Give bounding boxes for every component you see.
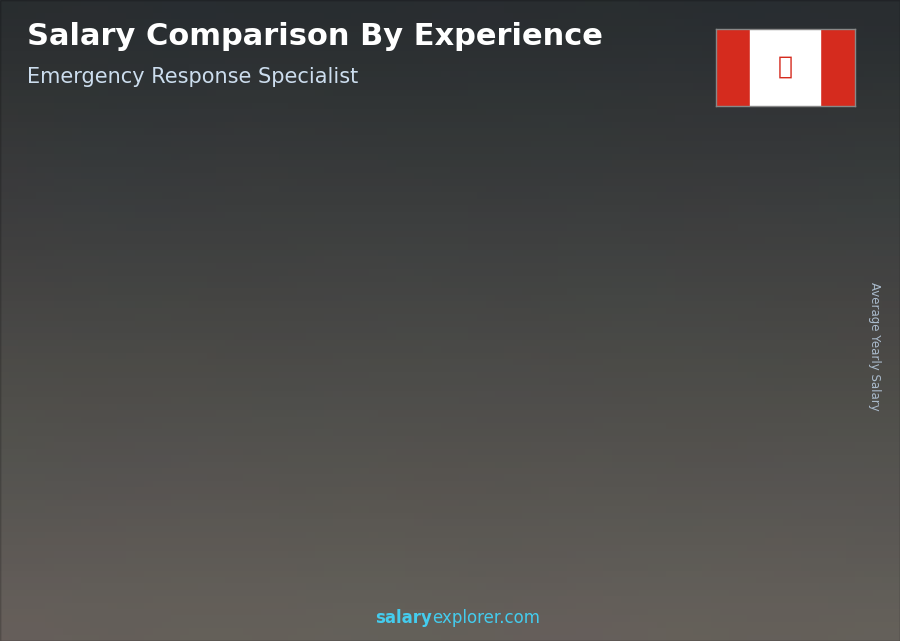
Text: +8%: +8% (647, 126, 697, 146)
Text: 152,000 CAD: 152,000 CAD (704, 221, 791, 234)
Bar (443, 253, 518, 570)
Polygon shape (698, 191, 786, 199)
Polygon shape (60, 563, 147, 570)
Text: +40%: +40% (257, 214, 320, 233)
Polygon shape (316, 563, 402, 570)
Polygon shape (443, 245, 530, 253)
Bar (820, 29, 855, 106)
Text: explorer.com: explorer.com (432, 609, 540, 627)
Text: 108,000 CAD: 108,000 CAD (320, 329, 408, 342)
Polygon shape (772, 191, 786, 570)
Polygon shape (518, 245, 530, 570)
Text: Salary Comparison By Experience: Salary Comparison By Experience (27, 22, 603, 51)
Polygon shape (698, 563, 786, 570)
Bar (60, 426, 134, 570)
Text: salary: salary (375, 609, 432, 627)
Bar (316, 306, 390, 570)
Polygon shape (390, 299, 402, 570)
Polygon shape (443, 563, 530, 570)
Text: Average Yearly Salary: Average Yearly Salary (868, 282, 881, 410)
Polygon shape (571, 218, 658, 226)
Bar (751, 29, 820, 106)
Polygon shape (188, 563, 274, 570)
Text: 59,100 CAD: 59,100 CAD (66, 448, 144, 461)
Bar (698, 199, 772, 570)
Polygon shape (645, 218, 658, 570)
Polygon shape (188, 374, 274, 382)
Text: +31%: +31% (130, 299, 193, 319)
Bar (716, 29, 751, 106)
Polygon shape (571, 563, 658, 570)
Text: Emergency Response Specialist: Emergency Response Specialist (27, 67, 358, 87)
Polygon shape (316, 299, 402, 306)
Polygon shape (60, 418, 147, 426)
Text: 🍁: 🍁 (778, 54, 793, 79)
Text: 130,000 CAD: 130,000 CAD (448, 275, 536, 288)
Text: 141,000 CAD: 141,000 CAD (576, 248, 663, 261)
Text: +20%: +20% (385, 165, 448, 185)
Bar (188, 382, 262, 570)
Polygon shape (134, 418, 147, 570)
Polygon shape (262, 374, 274, 570)
Bar (571, 226, 645, 570)
Text: 77,200 CAD: 77,200 CAD (193, 404, 272, 417)
Text: +9%: +9% (519, 149, 569, 167)
